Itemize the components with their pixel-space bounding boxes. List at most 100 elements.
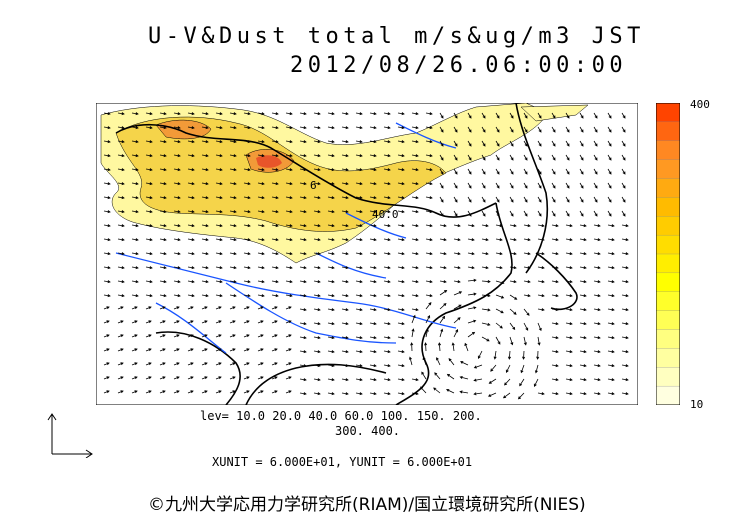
wind-arrow xyxy=(145,210,153,214)
color-scale-bar xyxy=(656,103,680,405)
wind-arrow xyxy=(537,336,541,346)
wind-arrow xyxy=(551,350,559,354)
wind-arrow xyxy=(397,392,405,396)
wind-arrow xyxy=(495,238,503,242)
wind-arrow xyxy=(453,280,461,284)
wind-arrow xyxy=(446,389,455,394)
wind-arrow xyxy=(229,390,236,394)
wind-arrow xyxy=(565,154,570,161)
wind-arrow xyxy=(607,350,615,354)
wind-arrow xyxy=(341,322,349,326)
wind-arrow xyxy=(201,252,209,256)
wind-arrow xyxy=(131,294,139,298)
wind-arrow xyxy=(187,294,195,298)
wind-arrow xyxy=(565,112,570,119)
coastlines xyxy=(115,103,578,405)
wind-arrow xyxy=(579,308,587,312)
wind-arrow xyxy=(460,361,469,366)
wind-arrow xyxy=(369,140,377,144)
dust-wind-map: 6 40.0 xyxy=(96,103,638,405)
wind-arrow xyxy=(537,182,542,189)
wind-arrow xyxy=(495,126,500,133)
dust-region-mid xyxy=(115,116,447,232)
wind-arrow xyxy=(411,224,419,228)
wind-arrow xyxy=(537,266,545,270)
wind-arrow xyxy=(493,350,497,360)
wind-arrow xyxy=(565,210,570,217)
wind-arrow xyxy=(411,154,419,158)
wind-arrow xyxy=(551,280,559,284)
wind-arrow xyxy=(313,392,321,396)
wind-arrow xyxy=(229,140,237,144)
dust-shading xyxy=(100,103,589,264)
wind-arrow xyxy=(341,238,349,242)
wind-arrow xyxy=(607,224,615,228)
wind-arrow xyxy=(523,322,529,331)
wind-arrow xyxy=(327,308,335,312)
wind-arrow xyxy=(509,154,514,161)
wind-arrow xyxy=(313,238,321,242)
wind-arrow xyxy=(271,320,278,324)
wind-arrow xyxy=(579,154,584,161)
wind-arrow xyxy=(173,306,180,310)
wind-arrow xyxy=(215,334,222,338)
wind-arrow xyxy=(271,390,278,394)
wind-arrow xyxy=(243,266,251,270)
wind-arrow xyxy=(159,196,167,200)
wind-arrow xyxy=(257,238,265,242)
wind-arrow xyxy=(271,238,279,242)
wind-arrow xyxy=(229,210,237,214)
wind-arrow xyxy=(453,168,458,175)
wind-arrow xyxy=(621,154,626,161)
colorbar-swatch xyxy=(656,253,680,274)
wind-arrow xyxy=(341,336,349,340)
wind-arrow xyxy=(285,266,293,270)
wind-arrow xyxy=(607,196,612,203)
wind-arrow xyxy=(229,154,237,158)
colorbar-max-label: 400 xyxy=(690,98,710,111)
wind-arrow xyxy=(593,126,598,133)
wind-arrow xyxy=(285,306,292,310)
wind-arrow xyxy=(448,358,455,366)
wind-arrow xyxy=(409,356,413,366)
wind-arrow xyxy=(271,210,279,214)
wind-arrow xyxy=(117,112,125,116)
wind-arrow xyxy=(131,390,138,394)
wind-arrow xyxy=(579,364,587,368)
wind-arrow xyxy=(103,252,111,256)
wind-arrow xyxy=(565,182,570,189)
wind-arrow xyxy=(313,350,321,354)
wind-arrow xyxy=(299,378,307,382)
wind-arrow xyxy=(369,280,377,284)
wind-arrow xyxy=(593,322,601,326)
wind-arrow xyxy=(201,196,209,200)
wind-arrow xyxy=(467,278,477,282)
wind-arrow xyxy=(481,322,491,326)
wind-arrow xyxy=(411,314,416,324)
wind-arrow xyxy=(397,154,405,158)
wind-arrow xyxy=(257,210,265,214)
wind-arrow xyxy=(425,140,433,144)
wind-arrow xyxy=(327,112,335,116)
wind-arrow xyxy=(453,238,461,242)
wind-arrow xyxy=(495,140,500,147)
wind-arrow xyxy=(509,280,517,284)
wind-arrow xyxy=(467,126,472,133)
wind-arrow xyxy=(215,196,223,200)
wind-arrow xyxy=(215,140,223,144)
wind-arrow xyxy=(187,126,195,130)
wind-arrow xyxy=(229,362,236,366)
wind-arrow xyxy=(313,266,321,270)
wind-arrow xyxy=(411,112,419,116)
wind-arrow xyxy=(565,392,573,396)
wind-arrow xyxy=(520,364,525,374)
wind-arrow xyxy=(551,392,559,396)
wind-arrow xyxy=(285,238,293,242)
wind-arrow xyxy=(537,154,542,161)
wind-arrow xyxy=(425,210,433,214)
wind-arrow xyxy=(173,154,181,158)
wind-arrow xyxy=(355,238,363,242)
wind-arrow xyxy=(145,182,153,186)
wind-arrow xyxy=(103,126,111,130)
map-datetime: 2012/08/26.06:00:00 xyxy=(290,53,628,78)
